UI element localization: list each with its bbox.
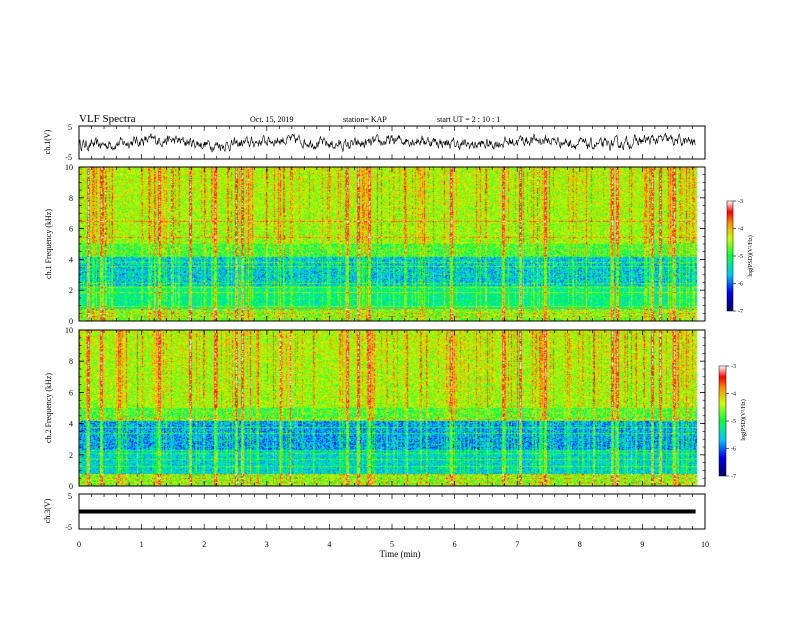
x-tick-label: 10: [701, 540, 709, 549]
time-axis-label: Time (min): [380, 549, 421, 559]
ch1-waveform-panel: 5 -5 ch.1(V): [43, 123, 706, 162]
x-tick-label: 0: [77, 540, 81, 549]
y-tick-label: 8: [69, 194, 73, 203]
y-tick-label: 4: [69, 420, 73, 429]
colorbar-tick-label: -5: [738, 254, 743, 260]
ch1-spectrogram-yticks: 0 2 4 6 8 10: [65, 163, 705, 326]
x-tick-label: 1: [140, 540, 144, 549]
colorbar-tick-label: -6: [731, 447, 736, 453]
y-tick-label: 2: [69, 286, 73, 295]
ch3-ytick-bottom: -5: [65, 523, 72, 532]
ch1-ytick-top: 5: [68, 123, 72, 132]
colorbar-tick-label: -4: [738, 227, 743, 233]
colorbar-tick-label: -7: [731, 474, 736, 480]
start-time-label: start UT = 2 : 10 : 1: [437, 115, 500, 124]
ch2-spectrogram-yticks: 0 2 4 6 8 10: [65, 326, 705, 491]
ch1-voltage-ylabel: ch.1(V): [43, 129, 52, 154]
x-tick-label: 5: [390, 540, 394, 549]
y-tick-label: 10: [65, 326, 73, 335]
figure-title: VLF Spectra: [79, 113, 136, 125]
ch3-waveform-line: [79, 509, 696, 514]
ch3-voltage-ylabel: ch.3(V): [43, 498, 52, 523]
x-tick-label: 2: [202, 540, 206, 549]
ch1-spectrogram-image: [79, 167, 705, 321]
ch2-colorbar-label: log(PSD)(V²/Hz): [740, 399, 747, 440]
y-tick-label: 0: [69, 482, 73, 491]
time-axis-ticks: [78, 126, 706, 529]
x-tick-label: 9: [640, 540, 644, 549]
ch3-waveform-panel: 5 -5 ch.3(V): [43, 492, 706, 532]
time-axis-tick-labels: 0 1 2 3 4 5 6 7 8 9 10: [77, 540, 709, 549]
colorbar-tick-label: -3: [738, 199, 743, 205]
ch2-frequency-ylabel: ch.2 Frequency (kHz): [44, 373, 53, 443]
colorbar-tick-label: -5: [731, 419, 736, 425]
colorbar-tick-label: -7: [738, 309, 743, 315]
ch2-colorbar: [718, 365, 727, 477]
date-label: Oct. 15, 2019: [250, 115, 294, 124]
ch1-frequency-ylabel: ch.1 Frequency (kHz): [44, 209, 53, 279]
ch1-colorbar-ticks: -3 -4 -5 -6 -7: [733, 199, 743, 315]
y-tick-label: 8: [69, 357, 73, 366]
colorbar-tick-label: -3: [731, 364, 736, 370]
y-tick-label: 6: [69, 388, 73, 397]
ch3-ytick-top: 5: [68, 492, 72, 501]
colorbar-tick-label: -4: [731, 392, 736, 398]
x-tick-label: 8: [578, 540, 582, 549]
ch2-colorbar-ticks: -3 -4 -5 -6 -7: [726, 364, 736, 480]
ch2-spectrogram-image: [79, 330, 705, 486]
ch1-colorbar-label: log(PSD)(V²/Hz): [747, 235, 754, 276]
station-label: station= KAP: [343, 115, 387, 124]
ch1-ytick-bottom: -5: [65, 153, 72, 162]
y-tick-label: 2: [69, 451, 73, 460]
x-tick-label: 4: [327, 540, 331, 549]
ch1-waveform-frame: [78, 125, 706, 160]
x-tick-label: 6: [453, 540, 457, 549]
x-tick-label: 3: [265, 540, 269, 549]
y-tick-label: 4: [69, 255, 73, 264]
y-tick-label: 0: [69, 317, 73, 326]
x-tick-label: 7: [515, 540, 519, 549]
ch1-waveform-line: [78, 132, 696, 153]
colorbar-tick-label: -6: [738, 282, 743, 288]
y-tick-label: 6: [69, 225, 73, 234]
y-tick-label: 10: [65, 163, 73, 172]
ch1-colorbar: [726, 200, 734, 312]
